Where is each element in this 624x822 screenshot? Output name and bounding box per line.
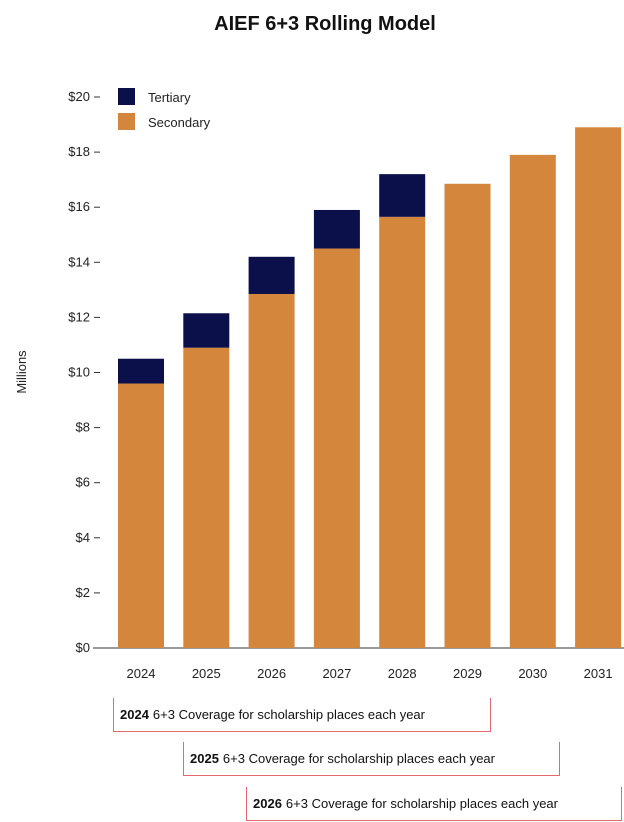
coverage-bracket-2025: 2025 6+3 Coverage for scholarship places … <box>183 742 560 776</box>
y-tick-label: $20 <box>68 89 90 104</box>
bar-secondary-2027 <box>313 248 360 648</box>
x-tick-label: 2031 <box>584 666 613 681</box>
y-tick-label: $2 <box>76 585 90 600</box>
y-tick-label: $18 <box>68 144 90 159</box>
legend-label-tertiary: Tertiary <box>148 90 191 105</box>
y-tick-label: $4 <box>76 530 90 545</box>
bar-secondary-2028 <box>379 216 426 648</box>
coverage-text: 6+3 Coverage for scholarship places each… <box>285 796 558 811</box>
bar-tertiary-2027 <box>313 209 360 249</box>
bar-tertiary-2028 <box>379 174 426 217</box>
bar-secondary-2029 <box>444 183 491 648</box>
y-tick-label: $16 <box>68 199 90 214</box>
y-tick-label: $0 <box>76 640 90 655</box>
x-tick-label: 2027 <box>322 666 351 681</box>
y-tick-label: $14 <box>68 254 90 269</box>
y-tick-label: $8 <box>76 420 90 435</box>
bar-secondary-2026 <box>248 293 295 648</box>
coverage-text: 6+3 Coverage for scholarship places each… <box>222 751 495 766</box>
coverage-year: 2024 <box>120 707 149 722</box>
bar-tertiary-2024 <box>118 358 164 384</box>
legend-swatch-secondary <box>118 113 135 130</box>
coverage-year: 2026 <box>253 796 282 811</box>
bar-secondary-2025 <box>183 347 230 648</box>
y-tick-label: $6 <box>76 475 90 490</box>
chart-title: AIEF 6+3 Rolling Model <box>214 13 436 35</box>
coverage-text: 6+3 Coverage for scholarship places each… <box>152 707 425 722</box>
coverage-bracket-2026: 2026 6+3 Coverage for scholarship places … <box>246 787 622 821</box>
x-tick-label: 2028 <box>388 666 417 681</box>
legend: Tertiary Secondary <box>118 88 211 130</box>
x-tick-label: 2029 <box>453 666 482 681</box>
coverage-year: 2025 <box>190 751 219 766</box>
legend-swatch-tertiary <box>118 88 135 105</box>
bar-tertiary-2026 <box>248 256 295 294</box>
y-tick-label: $10 <box>68 365 90 380</box>
x-tick-label: 2026 <box>257 666 286 681</box>
bar-secondary-2024 <box>118 383 164 648</box>
legend-label-secondary: Secondary <box>148 115 211 130</box>
bar-secondary-2030 <box>509 154 556 649</box>
y-tick-label: $12 <box>68 309 90 324</box>
bar-secondary-2031 <box>575 127 622 649</box>
bar-tertiary-2025 <box>183 313 230 348</box>
x-tick-label: 2025 <box>192 666 221 681</box>
x-tick-label: 2030 <box>518 666 547 681</box>
y-axis-title: Millions <box>14 350 29 394</box>
x-tick-label: 2024 <box>127 666 156 681</box>
coverage-bracket-2024: 2024 6+3 Coverage for scholarship places … <box>113 698 491 732</box>
